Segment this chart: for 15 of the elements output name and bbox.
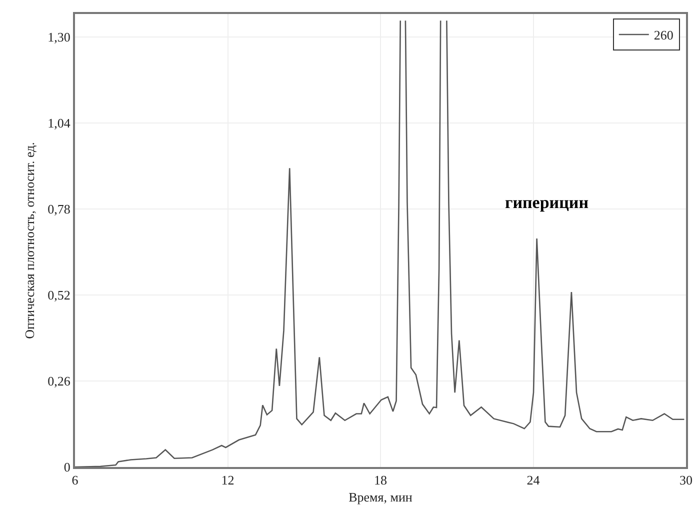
- legend-label: 260: [654, 28, 674, 43]
- x-tick-label: 30: [680, 472, 692, 488]
- y-tick-label: 0: [64, 460, 70, 475]
- x-tick-label: 6: [72, 472, 79, 488]
- annotation: гиперицин: [505, 193, 589, 212]
- x-axis-title: Время, мин: [348, 490, 412, 505]
- y-tick-label: 1,04: [48, 116, 71, 131]
- y-tick-label: 0,78: [48, 202, 70, 217]
- x-tick-label: 18: [374, 472, 387, 488]
- y-tick-label: 0,52: [48, 288, 70, 303]
- x-tick-label: 12: [221, 472, 234, 488]
- y-tick-label: 1,30: [48, 30, 70, 45]
- x-tick-label: 24: [526, 472, 540, 488]
- y-tick-label: 0,26: [48, 374, 71, 389]
- y-axis-title: Оптическая плотность, относит. ед.: [22, 142, 38, 339]
